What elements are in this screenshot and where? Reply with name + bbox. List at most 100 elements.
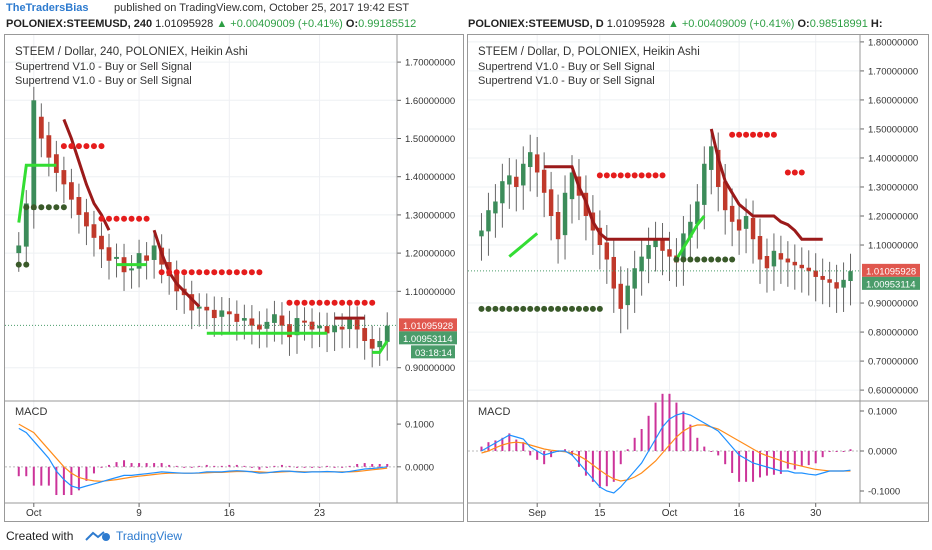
sell-signal-dot bbox=[729, 131, 736, 138]
sell-signal-dot bbox=[638, 172, 645, 179]
macd-histogram-bar bbox=[626, 449, 629, 451]
tradingview-brand[interactable]: TradingView bbox=[116, 529, 183, 543]
candle bbox=[76, 197, 82, 215]
buy-signal-dot bbox=[715, 256, 722, 263]
sell-signal-dot bbox=[610, 172, 617, 179]
macd-histogram-bar bbox=[779, 451, 782, 474]
candle bbox=[211, 309, 217, 319]
price-tick-label: 1.60000000 bbox=[868, 95, 918, 106]
candle bbox=[695, 201, 700, 225]
right-symbol-header: POLONIEX:STEEMUSD, D 1.01095928 ▲ +0.004… bbox=[468, 15, 883, 33]
sell-signal-dot bbox=[324, 299, 331, 306]
macd-histogram-bar bbox=[311, 466, 314, 468]
price-tick-label: 1.40000000 bbox=[405, 172, 455, 183]
candle bbox=[324, 326, 330, 334]
candle bbox=[384, 325, 390, 342]
sell-signal-dot bbox=[603, 172, 610, 179]
time-tick-label: Sep bbox=[528, 508, 546, 519]
right-chart[interactable]: 1.80000000 1.70000000 1.60000000 1.50000000… bbox=[468, 35, 928, 521]
macd-histogram-bar bbox=[821, 451, 824, 458]
macd-tick-label: 0.1000 bbox=[868, 407, 897, 418]
candle bbox=[23, 203, 29, 247]
right-symbol[interactable]: POLONIEX:STEEMUSD, D bbox=[468, 18, 604, 30]
macd-histogram-bar bbox=[183, 466, 186, 468]
sell-signal-dot bbox=[617, 172, 624, 179]
sell-signal-dot bbox=[181, 269, 188, 276]
macd-histogram-bar bbox=[793, 451, 796, 470]
macd-histogram-bar bbox=[807, 451, 810, 466]
candle bbox=[479, 230, 484, 237]
candle bbox=[294, 318, 300, 336]
sell-signal-dot bbox=[136, 215, 143, 222]
time-tick-label: Oct bbox=[26, 508, 42, 519]
chart-title: STEEM / Dollar, 240, POLONIEX, Heikin As… bbox=[15, 46, 248, 58]
buy-signal-dot bbox=[499, 305, 506, 312]
candle bbox=[639, 256, 644, 272]
candle bbox=[792, 261, 798, 266]
macd-histogram-bar bbox=[108, 464, 110, 467]
candle bbox=[806, 267, 811, 272]
macd-histogram-bar bbox=[731, 451, 734, 473]
time-tick-label: Oct bbox=[662, 508, 678, 519]
buy-signal-dot bbox=[53, 204, 60, 211]
candle bbox=[347, 318, 353, 330]
macd-histogram-bar bbox=[480, 446, 483, 451]
macd-histogram-bar bbox=[326, 465, 329, 467]
macd-histogram-bar bbox=[591, 451, 594, 482]
candle bbox=[848, 271, 853, 281]
price-tick-label: 1.70000000 bbox=[868, 66, 918, 77]
sell-signal-dot bbox=[98, 143, 105, 150]
time-tick-label: 9 bbox=[136, 508, 142, 519]
sell-signal-dot bbox=[309, 299, 316, 306]
sell-signal-dot bbox=[90, 143, 97, 150]
buy-signal-dot bbox=[582, 305, 589, 312]
macd-histogram-bar bbox=[198, 465, 201, 467]
left-chart-panel[interactable]: 1.70000000 1.60000000 1.50000000 1.40000000… bbox=[4, 34, 464, 522]
macd-histogram-bar bbox=[356, 463, 359, 467]
candle bbox=[541, 169, 547, 193]
sell-signal-dot bbox=[248, 269, 255, 276]
macd-histogram-bar bbox=[835, 451, 838, 452]
macd-histogram-bar bbox=[633, 437, 636, 451]
macd-histogram-bar bbox=[160, 463, 163, 467]
candle bbox=[813, 270, 818, 277]
candle bbox=[234, 313, 240, 322]
candle bbox=[834, 282, 839, 289]
macd-histogram-bar bbox=[612, 451, 615, 482]
macd-tick-label: 0.1000 bbox=[405, 420, 434, 431]
macd-histogram-bar bbox=[828, 451, 831, 452]
left-symbol[interactable]: POLONIEX:STEEMUSD, 240 bbox=[6, 18, 153, 30]
candle bbox=[548, 189, 554, 216]
candle bbox=[534, 154, 540, 173]
created-with-label: Created with bbox=[6, 529, 74, 543]
candle bbox=[61, 170, 67, 185]
author-link[interactable]: TheTradersBias bbox=[6, 2, 89, 14]
macd-histogram-bar bbox=[515, 439, 518, 451]
macd-histogram-bar bbox=[508, 433, 511, 451]
candle bbox=[500, 181, 505, 204]
candle bbox=[514, 176, 519, 187]
macd-histogram-bar bbox=[17, 466, 20, 477]
macd-histogram-bar bbox=[689, 424, 692, 451]
macd-histogram-bar bbox=[130, 463, 133, 467]
candle bbox=[715, 149, 721, 187]
right-chart-panel[interactable]: 1.80000000 1.70000000 1.60000000 1.50000000… bbox=[467, 34, 929, 522]
macd-line bbox=[481, 412, 851, 494]
candle bbox=[827, 279, 832, 283]
candle bbox=[702, 163, 707, 205]
sell-signal-dot bbox=[188, 269, 195, 276]
sell-signal-dot bbox=[286, 299, 293, 306]
macd-histogram-bar bbox=[123, 460, 126, 467]
sell-signal-dot bbox=[339, 299, 346, 306]
price-tick-label: 1.10000000 bbox=[405, 287, 455, 298]
buy-signal-dot bbox=[513, 305, 520, 312]
supertrend-up-line bbox=[508, 215, 706, 261]
macd-histogram-bar bbox=[675, 402, 678, 451]
candle bbox=[688, 221, 693, 238]
sell-signal-dot bbox=[173, 269, 180, 276]
candle bbox=[91, 224, 97, 238]
macd-histogram-bar bbox=[235, 464, 238, 467]
left-chart[interactable]: 1.70000000 1.60000000 1.50000000 1.40000000… bbox=[5, 35, 463, 521]
buy-signal-dot bbox=[729, 256, 736, 263]
candle bbox=[219, 310, 225, 317]
